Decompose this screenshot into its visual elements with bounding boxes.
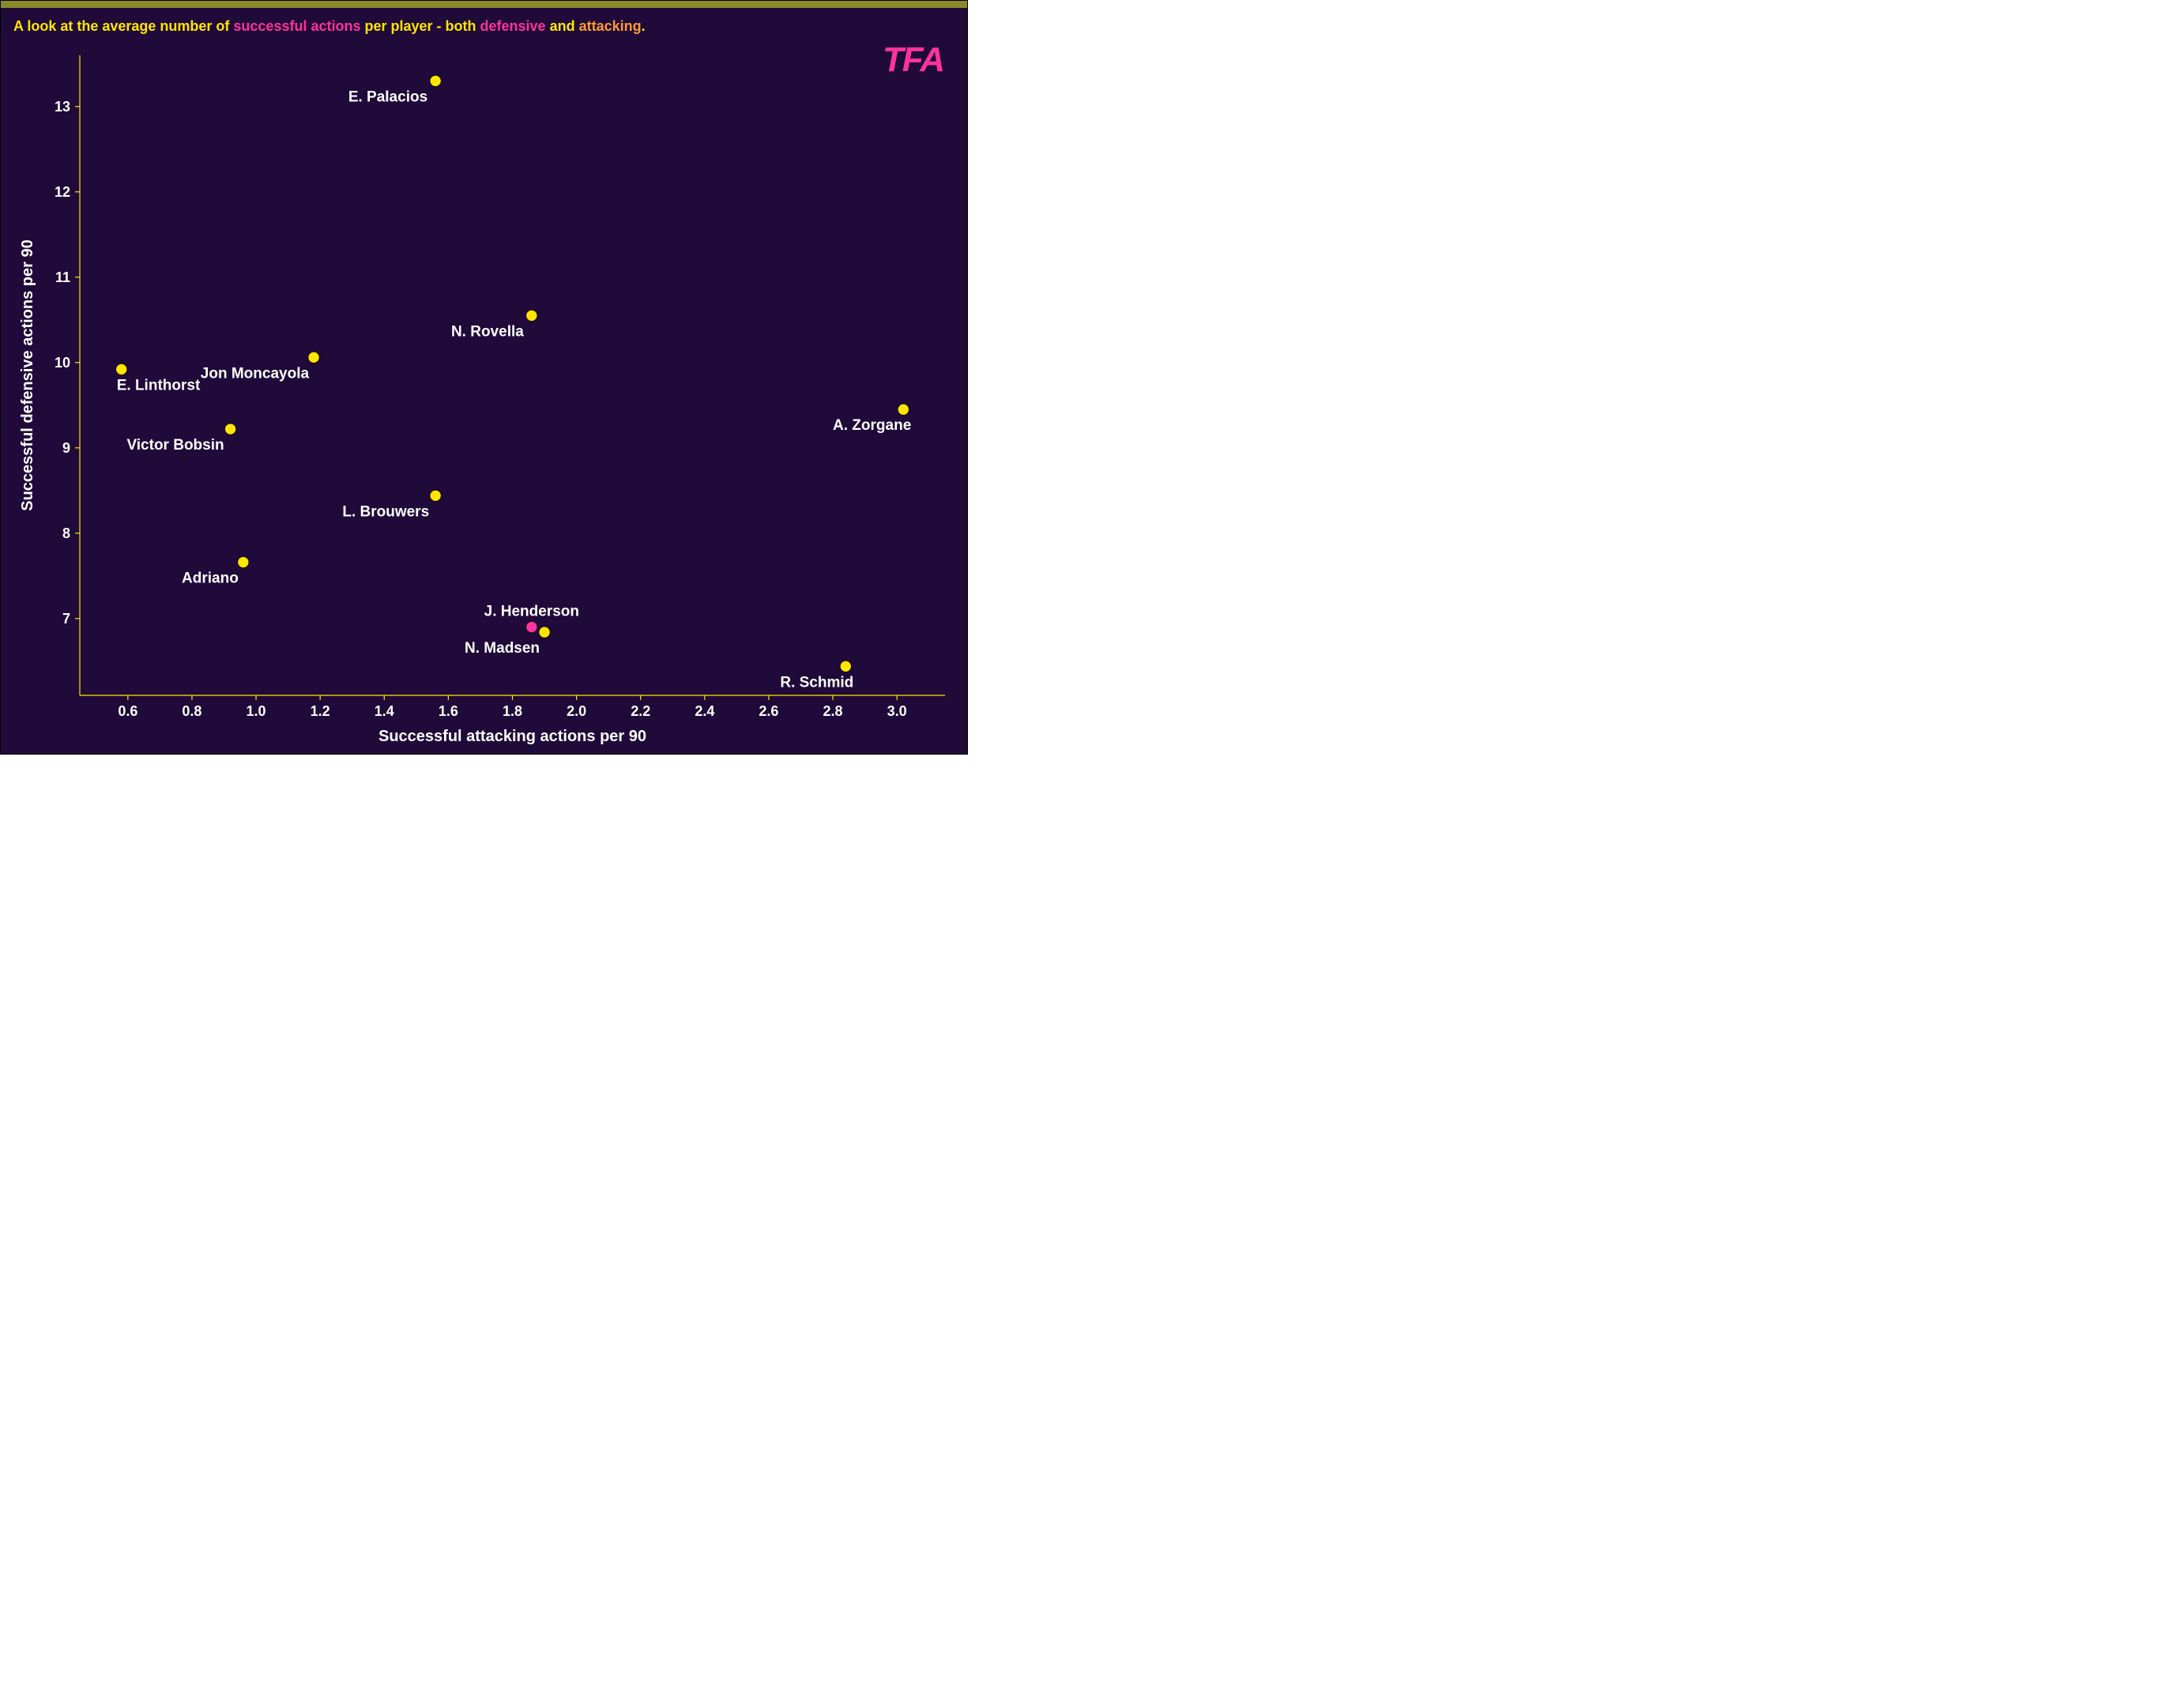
data-point-label: A. Zorgane (833, 417, 911, 434)
scatter-plot-svg: 0.6 0.8 1.0 1.2 1.4 1.6 1.8 2.0 2.2 2.4 2.6 2.8 3.0 7… (1, 8, 969, 755)
chart-frame: A look at the average number of successf… (0, 0, 968, 755)
data-point (308, 352, 319, 363)
data-point (898, 404, 909, 415)
x-tick-label: 0.8 (182, 703, 201, 719)
x-tick-label: 2.4 (695, 703, 714, 719)
x-tick-label: 1.8 (503, 703, 522, 719)
data-point-label: E. Palacios (348, 88, 427, 105)
data-point-label: Adriano (182, 570, 239, 587)
x-tick-label: 1.2 (311, 703, 330, 719)
x-tick-label: 2.0 (567, 703, 586, 719)
data-point (225, 424, 236, 435)
x-tick-label: 2.6 (759, 703, 778, 719)
x-tick-label: 3.0 (887, 703, 907, 719)
data-point-label: Victor Bobsin (126, 437, 224, 454)
data-point (430, 490, 441, 501)
data-point-label: J. Henderson (484, 604, 579, 620)
top-accent-bar (1, 1, 967, 8)
x-tick-label: 1.4 (375, 703, 394, 719)
data-point (526, 310, 537, 321)
y-tick-label: 9 (62, 440, 70, 456)
data-point-label: N. Rovella (451, 323, 524, 340)
y-tick-label: 7 (62, 611, 70, 627)
x-tick-label: 1.6 (439, 703, 458, 719)
y-axis-label: Successful defensive actions per 90 (19, 239, 36, 511)
y-tick-label: 11 (55, 269, 70, 285)
data-point (116, 363, 127, 375)
x-tick-label: 1.0 (247, 703, 266, 719)
y-tick-label: 13 (55, 99, 70, 115)
data-point-label: L. Brouwers (342, 503, 429, 520)
data-point (539, 627, 550, 638)
x-tick-label: 0.6 (118, 703, 137, 719)
data-point (840, 661, 851, 672)
chart-area: 0.6 0.8 1.0 1.2 1.4 1.6 1.8 2.0 2.2 2.4 2.6 2.8 3.0 7… (1, 8, 967, 754)
x-tick-label: 2.8 (823, 703, 843, 719)
data-point-label: R. Schmid (780, 674, 853, 691)
data-point (430, 75, 441, 86)
x-axis-label: Successful attacking actions per 90 (378, 728, 646, 745)
data-point-label: N. Madsen (465, 640, 540, 657)
data-point (238, 557, 249, 568)
x-tick-label: 2.2 (631, 703, 650, 719)
y-tick-label: 10 (55, 355, 70, 371)
y-tick-label: 8 (62, 525, 70, 541)
data-point (526, 622, 537, 633)
data-point-label: E. Linthorst (117, 377, 201, 393)
y-tick-label: 12 (55, 184, 70, 200)
data-point-label: Jon Moncayola (201, 365, 310, 382)
